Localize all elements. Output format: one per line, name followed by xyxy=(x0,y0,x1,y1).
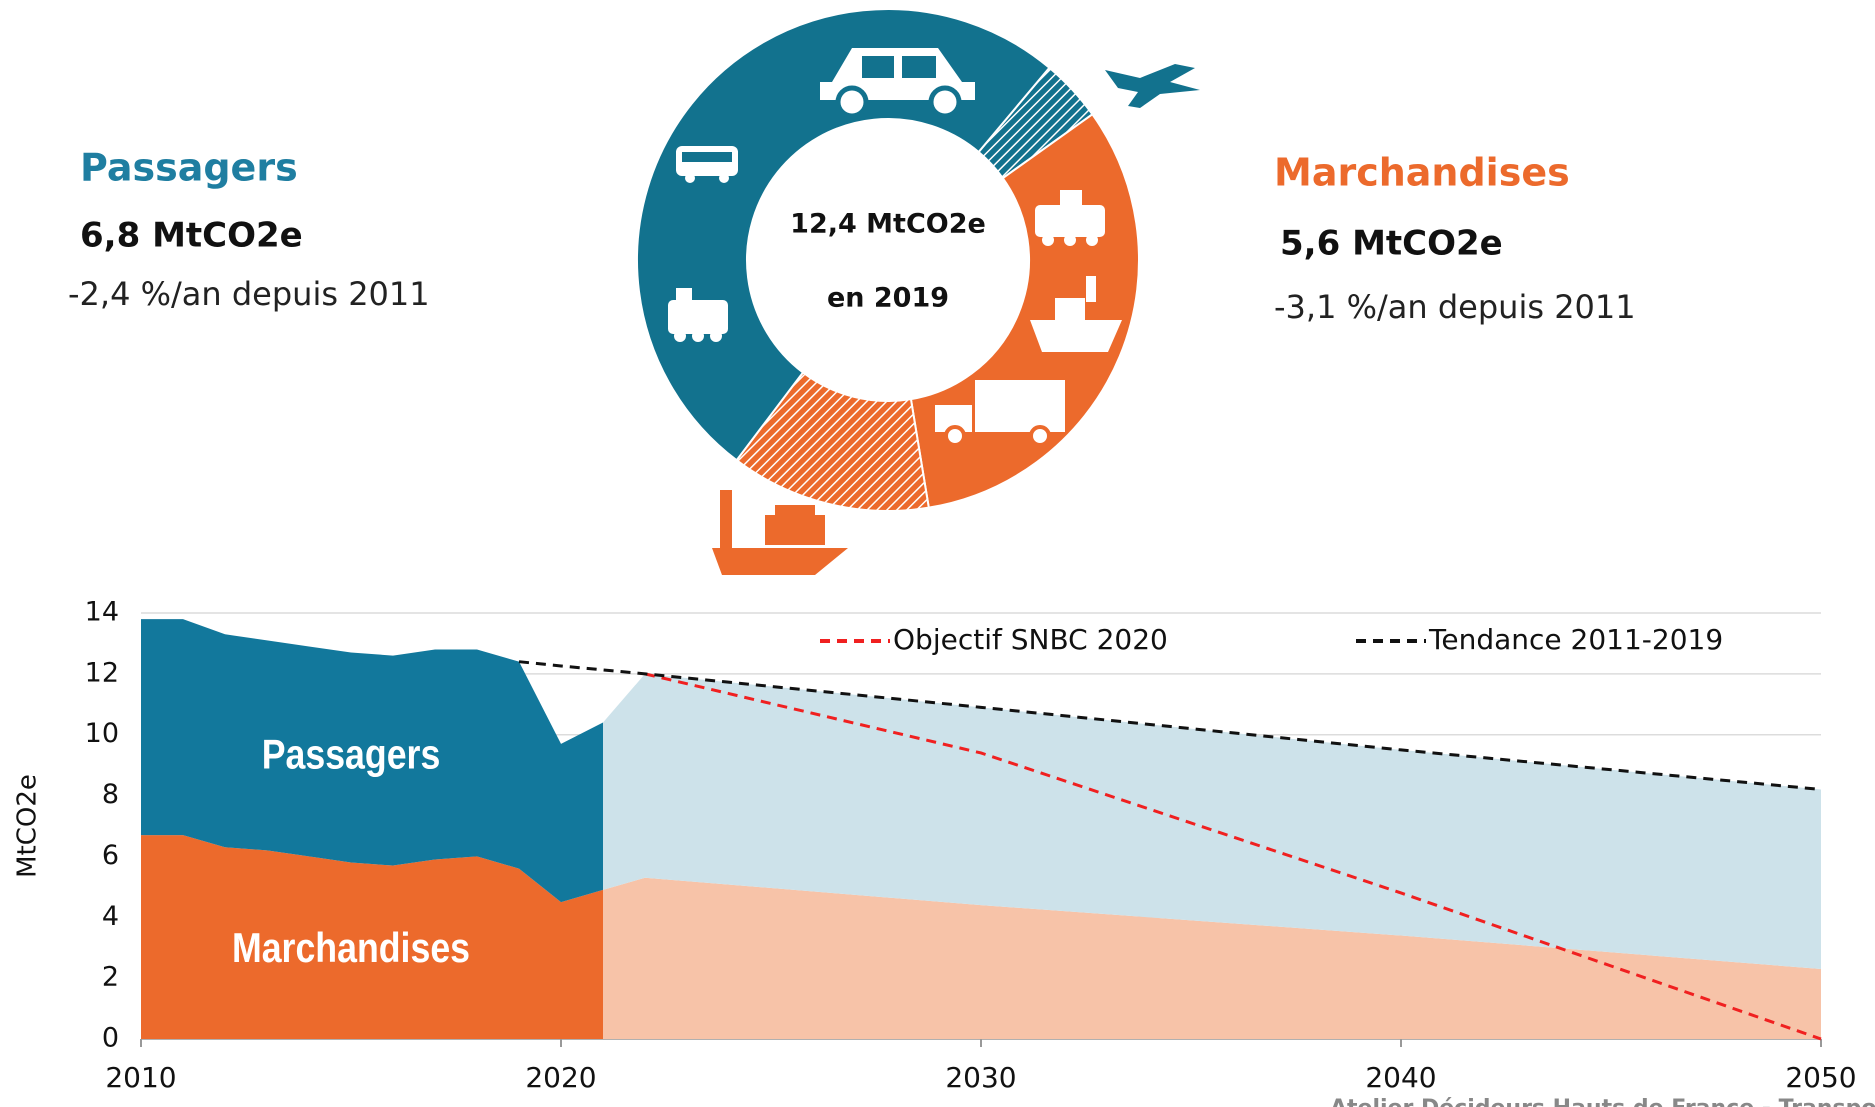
y-tick-label: 12 xyxy=(85,657,119,688)
x-tick-label: 2010 xyxy=(105,1061,176,1094)
x-tick-label: 2050 xyxy=(1785,1061,1856,1094)
donut-center-label: en 2019 xyxy=(827,283,949,314)
footer: Atelier Décideurs Hauts de France - Tran… xyxy=(1330,1096,1875,1107)
marchandises-trend: -3,1 %/an depuis 2011 xyxy=(1274,288,1636,326)
y-tick-label: 2 xyxy=(102,962,119,993)
passagers-title: Passagers xyxy=(80,146,298,190)
x-tick-label: 2030 xyxy=(945,1061,1016,1094)
area-labels: Marchandises Passagers xyxy=(232,732,470,972)
legend-label: Tendance 2011-2019 xyxy=(1428,623,1723,656)
area xyxy=(141,835,603,1039)
car-icon xyxy=(820,48,975,119)
areas xyxy=(141,619,1821,1039)
area-label: Marchandises xyxy=(232,925,470,971)
legend-label: Objectif SNBC 2020 xyxy=(893,623,1168,656)
donut-segment xyxy=(636,8,1051,462)
trend-line xyxy=(518,660,1822,791)
passagers-trend: -2,4 %/an depuis 2011 xyxy=(68,275,430,313)
truck-icon xyxy=(935,380,1065,447)
y-tick-label: 14 xyxy=(85,597,119,628)
area-label: Passagers xyxy=(262,732,441,778)
y-tick-label: 0 xyxy=(102,1023,119,1054)
y-tick-label: 10 xyxy=(85,718,119,749)
area xyxy=(603,877,1821,1039)
trend-line xyxy=(644,672,1822,1041)
y-axis-title: MtCO2e xyxy=(13,774,43,878)
bus-icon xyxy=(676,146,738,183)
y-tick-label: 4 xyxy=(102,901,119,932)
train-icon xyxy=(668,288,728,342)
container-ship-icon xyxy=(712,490,848,575)
y-tick-label: 6 xyxy=(102,840,119,871)
x-tick-label: 2040 xyxy=(1365,1061,1436,1094)
x-tick-label: 2020 xyxy=(525,1061,596,1094)
plane-icon xyxy=(1105,64,1200,108)
area-chart: 0 2 4 6 8 10 12 14 2010 2020 2030 2040 2050 MtCO2e Mar… xyxy=(13,597,1857,1095)
boat-icon xyxy=(1030,276,1122,352)
marchandises-total: 5,6 MtCO2e xyxy=(1280,224,1503,264)
marchandises-title: Marchandises xyxy=(1274,151,1570,195)
donut-center-label: 12,4 MtCO2e xyxy=(790,209,986,240)
y-tick-label: 8 xyxy=(102,779,119,810)
area xyxy=(603,673,1821,970)
train-freight-icon xyxy=(1035,190,1105,246)
passagers-total: 6,8 MtCO2e xyxy=(80,216,303,256)
area xyxy=(141,619,603,903)
lines xyxy=(518,660,1822,1041)
